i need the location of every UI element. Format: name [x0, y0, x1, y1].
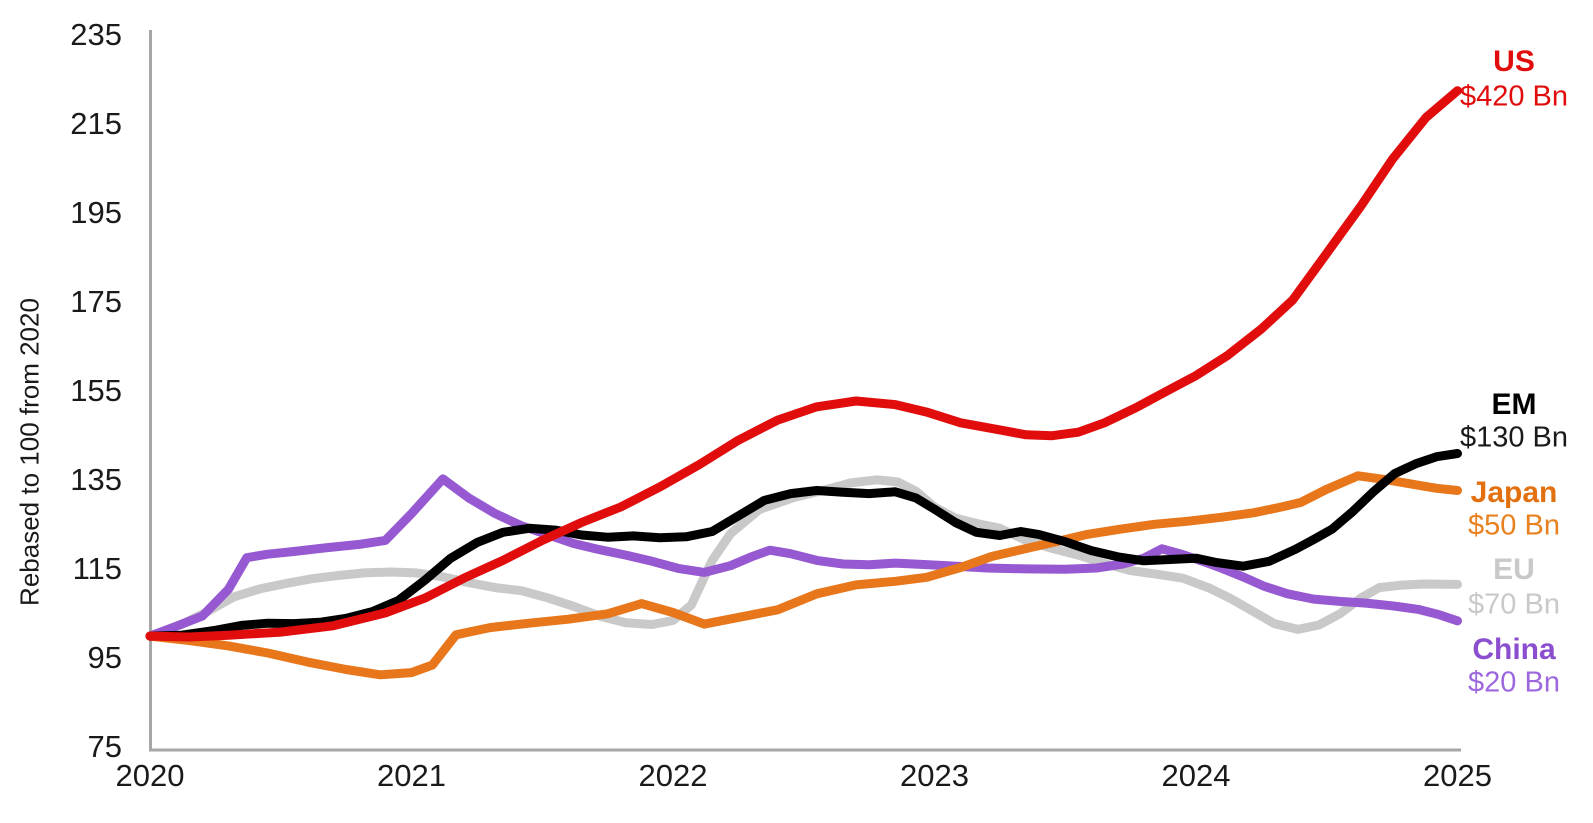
y-tick-label-235: 235 — [70, 17, 122, 52]
x-tick-label-2022: 2022 — [638, 758, 708, 793]
y-tick-label-75: 75 — [87, 729, 122, 765]
series-line-japan — [145, 471, 1462, 680]
series-value-us: $420 Bn — [1459, 80, 1569, 113]
y-tick-label-155: 155 — [70, 373, 122, 409]
series-line-eu — [145, 475, 1462, 641]
x-tick-label-2023: 2023 — [900, 758, 969, 793]
series-value-japan: $50 Bn — [1468, 509, 1560, 542]
series-line-em — [145, 449, 1462, 641]
series-value-em: $130 Bn — [1459, 421, 1569, 454]
series-label-japan: Japan — [1470, 476, 1558, 509]
y-tick-label-215: 215 — [70, 106, 122, 142]
y-tick-label-115: 115 — [72, 551, 122, 587]
series-value-china: $20 Bn — [1468, 666, 1560, 699]
series-label-us: US — [1493, 45, 1535, 78]
series-label-eu: EU — [1493, 553, 1535, 586]
series-label-em: EM — [1491, 388, 1537, 421]
x-tick-label-2021: 2021 — [377, 758, 446, 793]
x-tick-label-2020: 2020 — [115, 758, 185, 793]
y-tick-label-95: 95 — [87, 640, 122, 676]
series-line-us — [145, 86, 1462, 642]
y-tick-label-175: 175 — [70, 284, 122, 320]
series-line-china — [145, 474, 1462, 641]
x-tick-label-2025: 2025 — [1423, 758, 1492, 793]
y-tick-label-135: 135 — [70, 462, 122, 498]
series-label-china: China — [1472, 633, 1556, 666]
y-tick-label-195: 195 — [70, 195, 122, 231]
series-value-eu: $70 Bn — [1468, 588, 1560, 621]
x-tick-label-2024: 2024 — [1161, 758, 1231, 793]
